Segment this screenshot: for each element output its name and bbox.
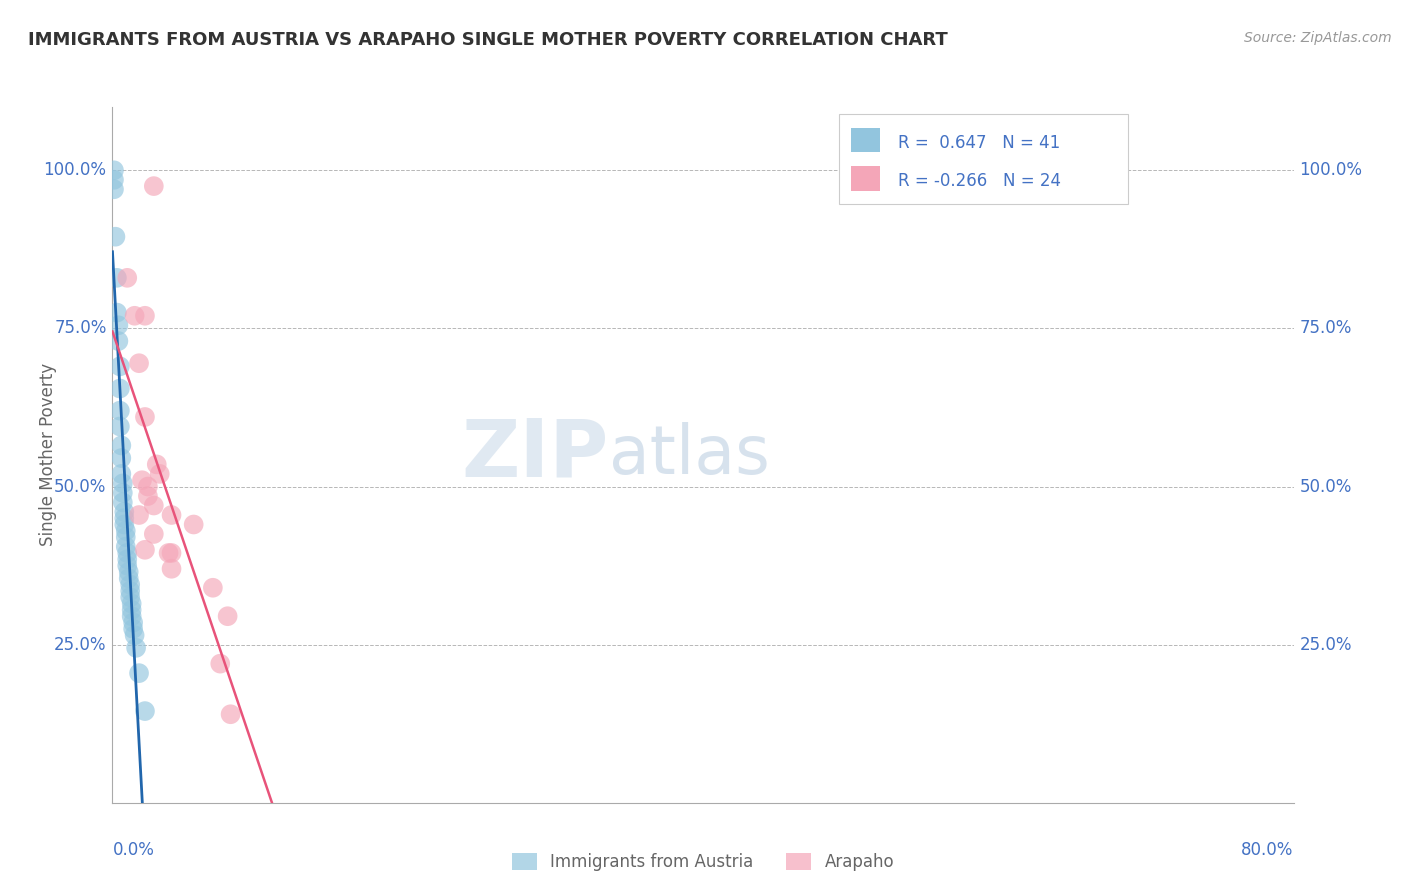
Point: [117, 270, 138, 285]
Point: [134, 309, 156, 323]
Point: [121, 609, 143, 624]
Point: [108, 382, 131, 396]
Point: [108, 419, 131, 434]
Point: [160, 546, 183, 560]
Point: [122, 615, 145, 630]
Point: [125, 640, 148, 655]
Point: [117, 546, 138, 560]
Point: [134, 542, 156, 557]
Point: [103, 163, 125, 178]
Text: 75.0%: 75.0%: [55, 319, 107, 337]
Text: R =  0.647   N = 41: R = 0.647 N = 41: [898, 134, 1060, 153]
Point: [124, 309, 146, 323]
Legend: Immigrants from Austria, Arapaho: Immigrants from Austria, Arapaho: [505, 847, 901, 878]
Point: [110, 467, 132, 481]
Point: [122, 622, 145, 636]
Text: ZIP: ZIP: [461, 416, 609, 494]
Text: Single Mother Poverty: Single Mother Poverty: [38, 363, 56, 547]
Point: [120, 577, 142, 591]
Point: [105, 305, 128, 319]
Point: [128, 666, 150, 681]
Text: R = -0.266   N = 24: R = -0.266 N = 24: [898, 172, 1062, 191]
Point: [114, 524, 136, 538]
Point: [131, 473, 153, 487]
Point: [111, 486, 134, 500]
Point: [108, 403, 131, 417]
Point: [157, 546, 180, 560]
FancyBboxPatch shape: [851, 128, 880, 153]
Text: 80.0%: 80.0%: [1241, 841, 1294, 859]
Point: [111, 495, 134, 509]
Point: [112, 505, 135, 519]
Point: [103, 182, 125, 196]
Point: [136, 489, 159, 503]
Text: 50.0%: 50.0%: [1299, 477, 1351, 496]
Point: [114, 530, 136, 544]
Point: [117, 558, 138, 573]
Point: [112, 517, 135, 532]
Point: [110, 451, 132, 466]
Text: atlas: atlas: [609, 422, 769, 488]
Point: [107, 334, 129, 348]
Point: [209, 657, 232, 671]
Text: 75.0%: 75.0%: [1299, 319, 1351, 337]
Text: 0.0%: 0.0%: [112, 841, 155, 859]
Text: 25.0%: 25.0%: [53, 636, 107, 654]
Point: [134, 704, 156, 718]
Point: [120, 583, 142, 598]
Point: [146, 458, 169, 472]
Point: [104, 229, 127, 244]
Point: [110, 438, 132, 452]
Point: [118, 565, 141, 579]
Point: [117, 552, 138, 566]
Text: Source: ZipAtlas.com: Source: ZipAtlas.com: [1244, 31, 1392, 45]
Point: [124, 628, 146, 642]
Point: [111, 476, 134, 491]
Point: [105, 270, 128, 285]
Text: 100.0%: 100.0%: [44, 161, 107, 179]
Text: 50.0%: 50.0%: [55, 477, 107, 496]
Point: [128, 356, 150, 370]
Point: [121, 597, 143, 611]
Text: 25.0%: 25.0%: [1299, 636, 1353, 654]
Point: [103, 173, 125, 187]
Point: [201, 581, 224, 595]
Point: [112, 511, 135, 525]
Point: [219, 707, 242, 722]
Text: IMMIGRANTS FROM AUSTRIA VS ARAPAHO SINGLE MOTHER POVERTY CORRELATION CHART: IMMIGRANTS FROM AUSTRIA VS ARAPAHO SINGL…: [28, 31, 948, 49]
Point: [134, 409, 156, 424]
Point: [142, 499, 165, 513]
Point: [160, 508, 183, 522]
Point: [118, 571, 141, 585]
Text: 100.0%: 100.0%: [1299, 161, 1362, 179]
Point: [136, 479, 159, 493]
Point: [217, 609, 239, 624]
Point: [128, 508, 150, 522]
Point: [149, 467, 172, 481]
FancyBboxPatch shape: [839, 114, 1128, 204]
Point: [108, 359, 131, 374]
Point: [120, 591, 142, 605]
Point: [121, 603, 143, 617]
Point: [114, 540, 136, 554]
FancyBboxPatch shape: [851, 166, 880, 191]
Point: [107, 318, 129, 333]
Point: [142, 179, 165, 194]
Point: [160, 562, 183, 576]
Point: [142, 527, 165, 541]
Point: [183, 517, 205, 532]
